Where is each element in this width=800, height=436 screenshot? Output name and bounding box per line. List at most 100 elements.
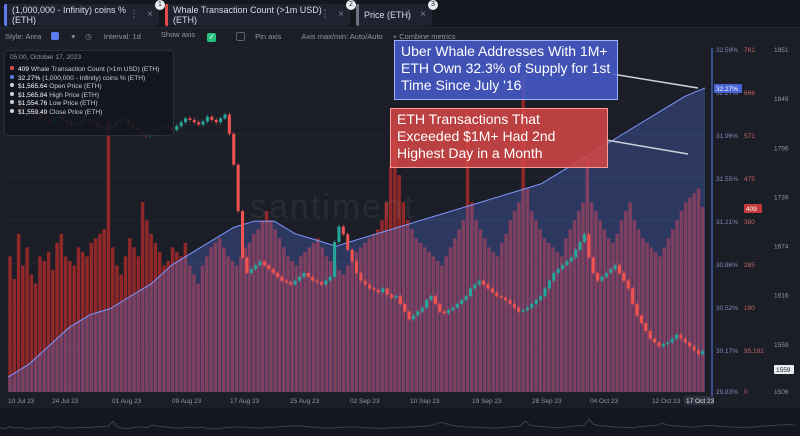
- close-icon[interactable]: ×: [147, 9, 153, 20]
- color-picker[interactable]: ▾: [51, 31, 75, 41]
- pct-tick-label: 30.86%: [716, 262, 738, 269]
- price-candle: [359, 272, 363, 281]
- whale-chart[interactable]: 32.59% 32.27% 31.96% 31.55% 31.21% 30.86% 30.5…: [0, 44, 800, 436]
- tab-color-swatch: [4, 4, 7, 26]
- price-tick-label: 1616: [774, 293, 789, 300]
- whale-tx-bar: [465, 111, 470, 393]
- price-candle: [390, 294, 394, 298]
- checkbox-checked-icon[interactable]: [236, 31, 246, 41]
- price-candle: [499, 296, 503, 298]
- whale-tx-bar: [16, 233, 21, 392]
- whale-tx-bar: [303, 251, 307, 392]
- checkbox-checked-icon[interactable]: ✓: [207, 33, 217, 42]
- price-candle: [240, 211, 245, 258]
- price-candle: [214, 119, 218, 123]
- pin-axis-toggle[interactable]: Pin axis: [236, 31, 291, 41]
- navigator-line: [0, 418, 796, 430]
- x-tick-label: 28 Sep 23: [532, 398, 562, 405]
- whale-tx-bar: [508, 220, 513, 392]
- price-tick-label: 1506: [774, 389, 789, 396]
- legend-marker: [10, 108, 14, 113]
- price-candle: [197, 122, 201, 125]
- price-candle: [315, 280, 319, 283]
- whale-tx-bar: [260, 220, 265, 392]
- whale-tx-bar: [440, 265, 444, 392]
- price-candle: [306, 272, 310, 277]
- tab-price[interactable]: Price (ETH) ⋮ × 3: [356, 0, 438, 26]
- tab-label: Price (ETH): [364, 10, 411, 20]
- whale-tx-bar: [666, 238, 671, 392]
- tab-coins-percent[interactable]: (1,000,000 - Infinity) coins % (ETH) ⋮ ×…: [4, 0, 165, 26]
- price-candle: [201, 121, 205, 125]
- price-candle: [552, 272, 556, 281]
- count-current-badge-bg: [744, 204, 762, 213]
- interval-dropdown[interactable]: ◷ Interval: 1d: [85, 32, 151, 41]
- whale-tx-bar: [187, 265, 192, 392]
- show-axis-label: Show axis: [160, 30, 196, 39]
- style-dropdown[interactable]: Style: Area: [5, 31, 42, 41]
- x-tick-label: 09 Aug 23: [172, 398, 202, 405]
- timeline-navigator[interactable]: [0, 408, 800, 436]
- legend-label: Whale Transaction Count (>1m USD) (ETH): [30, 66, 160, 73]
- legend-label: Open Price (ETH): [49, 83, 102, 91]
- tab-badge: 1: [155, 0, 165, 10]
- price-candle: [543, 288, 547, 297]
- whale-tx-bar: [495, 256, 500, 392]
- more-icon[interactable]: ⋮: [404, 9, 414, 20]
- whale-tx-bar: [247, 242, 252, 392]
- price-tick-label: 1951: [774, 47, 789, 54]
- more-icon[interactable]: ⋮: [129, 9, 139, 20]
- price-candle: [578, 242, 582, 250]
- close-icon[interactable]: ×: [420, 9, 426, 20]
- price-candle: [683, 338, 687, 343]
- price-candle: [692, 346, 696, 351]
- whale-tx-bar: [602, 229, 607, 392]
- price-candle: [622, 272, 626, 281]
- legend-label: Close Price (ETH): [49, 108, 103, 116]
- axis-minmax-dropdown[interactable]: Axis max/min: Auto/Auto: [301, 31, 383, 41]
- price-candle: [679, 334, 683, 339]
- whale-tx-bar: [175, 251, 179, 392]
- more-icon[interactable]: ⋮: [320, 9, 330, 20]
- price-candle: [429, 296, 433, 301]
- price-candle: [262, 261, 266, 266]
- whale-tx-bar: [119, 274, 123, 392]
- whale-tx-bar: [299, 256, 303, 392]
- combine-metrics-button[interactable]: + Combine metrics: [392, 31, 456, 41]
- whale-tx-bar: [376, 229, 380, 392]
- x-tick-label: 17 Aug 23: [230, 398, 260, 405]
- price-candle: [433, 296, 437, 304]
- price-candle: [508, 300, 512, 304]
- pct-current-badge: 32.27%: [716, 86, 738, 93]
- whale-tx-bar: [380, 220, 384, 392]
- whale-tx-bar: [487, 247, 491, 392]
- whale-tx-bar: [29, 274, 34, 392]
- price-candle: [486, 284, 490, 289]
- whale-tx-bar: [410, 229, 414, 392]
- count-current-badge: 409: [746, 206, 757, 213]
- price-candle: [192, 119, 196, 123]
- price-candle: [398, 296, 402, 304]
- whale-tx-bar: [641, 238, 645, 392]
- whale-tx-bar: [140, 202, 145, 392]
- price-candle: [381, 288, 385, 293]
- price-candle: [631, 288, 635, 304]
- whale-tx-bar: [491, 251, 495, 392]
- price-candle: [674, 334, 679, 339]
- price-candle: [517, 307, 521, 312]
- price-candle: [473, 284, 477, 289]
- pct-tick-label: 32.27%: [716, 90, 738, 97]
- whale-tx-bar: [286, 256, 290, 392]
- whale-tx-bar: [397, 175, 401, 392]
- close-icon[interactable]: ×: [338, 9, 344, 20]
- whale-tx-bar: [538, 229, 543, 392]
- price-candle: [464, 296, 468, 301]
- whale-tx-bar: [675, 220, 679, 392]
- legend-marker: [10, 74, 14, 79]
- price-candle: [284, 280, 288, 283]
- show-axis-toggle[interactable]: Show axis ✓: [161, 30, 226, 42]
- tab-whale-tx[interactable]: Whale Transaction Count (>1m USD) (ETH) …: [165, 0, 356, 26]
- price-candle: [205, 116, 209, 122]
- whale-tx-bar: [478, 229, 483, 392]
- price-candle: [666, 342, 670, 345]
